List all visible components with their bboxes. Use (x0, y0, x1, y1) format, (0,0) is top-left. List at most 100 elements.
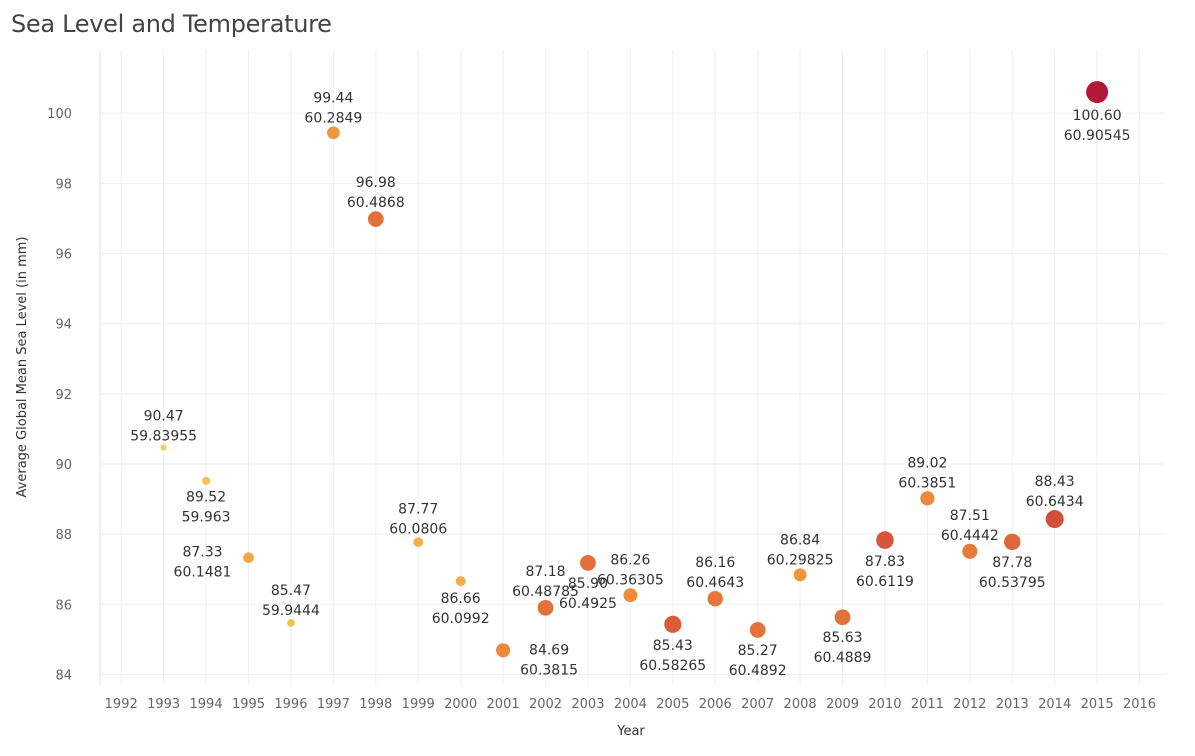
data-point (1045, 510, 1064, 529)
x-tick-label: 2009 (826, 697, 859, 712)
data-point (287, 619, 295, 627)
data-label-temperature: 60.90545 (1064, 128, 1131, 144)
data-point (664, 615, 682, 633)
data-point (793, 568, 807, 582)
grid-lines (99, 50, 1165, 685)
x-tick-label: 2016 (1123, 697, 1156, 712)
data-label-sea-level: 85.63 (822, 630, 862, 646)
data-label-sea-level: 85.27 (738, 643, 778, 659)
x-tick-label: 2015 (1081, 697, 1114, 712)
data-label-sea-level: 96.98 (356, 175, 396, 191)
data-point (413, 537, 424, 548)
data-label-temperature: 60.4892 (729, 663, 787, 679)
data-point (160, 444, 167, 451)
data-label-sea-level: 90.47 (144, 408, 184, 424)
data-label-sea-level: 89.52 (186, 490, 226, 506)
y-tick-label: 92 (55, 388, 72, 403)
y-axis-ticks: 84 86 88 90 92 94 96 98 100 (47, 107, 72, 683)
data-point (496, 643, 511, 658)
x-tick-label: 2013 (996, 697, 1029, 712)
x-tick-label: 2002 (529, 697, 562, 712)
x-tick-label: 2004 (614, 697, 647, 712)
x-tick-label: 2000 (444, 697, 477, 712)
y-tick-label: 96 (55, 247, 72, 262)
data-label-temperature: 60.1481 (174, 565, 232, 581)
data-labels: 90.47 59.83955 89.52 59.963 87.33 60.1481 85.4… (130, 90, 1130, 678)
x-tick-label: 2005 (656, 697, 689, 712)
x-tick-label: 1994 (190, 697, 223, 712)
data-point (455, 576, 466, 587)
x-tick-label: 2012 (953, 697, 986, 712)
data-label-temperature: 60.29825 (767, 552, 834, 568)
y-tick-label: 100 (47, 107, 72, 122)
data-label-temperature: 60.4868 (347, 195, 405, 211)
x-tick-label: 2011 (911, 697, 944, 712)
data-label-temperature: 60.4925 (559, 596, 617, 612)
data-label-sea-level: 87.83 (865, 554, 905, 570)
data-point (1086, 81, 1109, 104)
data-label-sea-level: 86.84 (780, 532, 820, 548)
data-label-temperature: 59.83955 (130, 428, 197, 444)
y-axis-title: Average Global Mean Sea Level (in mm) (15, 237, 30, 498)
x-tick-label: 2008 (784, 697, 817, 712)
y-tick-label: 90 (55, 458, 72, 473)
data-label-temperature: 60.58265 (639, 658, 706, 674)
data-label-temperature: 60.53795 (979, 575, 1046, 591)
x-tick-label: 1995 (232, 697, 265, 712)
x-tick-label: 2003 (571, 697, 604, 712)
data-point (962, 543, 978, 559)
x-tick-label: 1998 (359, 697, 392, 712)
data-point (623, 588, 638, 603)
data-point (834, 609, 851, 626)
data-label-temperature: 60.4643 (686, 575, 744, 591)
x-tick-label: 1996 (274, 697, 307, 712)
data-label-sea-level: 87.51 (950, 508, 990, 524)
data-label-temperature: 60.6119 (856, 574, 914, 590)
data-point (1004, 533, 1021, 551)
data-label-temperature: 60.0806 (389, 521, 447, 537)
data-label-temperature: 60.4442 (941, 528, 999, 544)
x-axis-ticks: 1992 1993 1994 1995 1996 1997 1998 1999 2000 2001… (105, 697, 1156, 712)
y-tick-label: 84 (55, 668, 72, 683)
x-tick-label: 2007 (741, 697, 774, 712)
data-label-temperature: 60.0992 (432, 611, 490, 627)
data-label-sea-level: 85.43 (653, 638, 693, 654)
data-label-sea-level: 100.60 (1073, 108, 1122, 124)
data-label-sea-level: 86.26 (610, 552, 650, 568)
data-label-temperature: 60.2849 (304, 110, 362, 126)
x-tick-label: 2006 (699, 697, 732, 712)
data-point (580, 555, 596, 571)
data-label-temperature: 59.963 (182, 510, 231, 526)
data-label-sea-level: 86.16 (695, 555, 735, 571)
y-tick-label: 94 (55, 318, 72, 333)
data-point (920, 491, 935, 506)
x-tick-label: 2010 (868, 697, 901, 712)
data-label-sea-level: 86.66 (441, 591, 481, 607)
x-tick-label: 1992 (105, 697, 138, 712)
data-label-sea-level: 87.77 (398, 501, 438, 517)
data-point (327, 126, 340, 140)
data-point (707, 591, 723, 607)
chart-title: Sea Level and Temperature (11, 10, 332, 38)
data-label-temperature: 60.3851 (898, 475, 956, 491)
data-label-sea-level: 87.18 (525, 564, 565, 580)
data-label-sea-level: 88.43 (1035, 474, 1075, 490)
x-tick-label: 1993 (147, 697, 180, 712)
data-label-sea-level: 87.78 (992, 555, 1032, 571)
data-point (749, 622, 766, 638)
data-label-sea-level: 99.44 (313, 90, 353, 106)
data-label-temperature: 60.3815 (520, 662, 578, 678)
data-label-temperature: 60.6434 (1026, 494, 1084, 510)
y-tick-label: 98 (55, 177, 72, 192)
data-point (367, 211, 384, 227)
data-label-temperature: 60.4889 (814, 650, 872, 666)
x-tick-label: 2001 (487, 697, 520, 712)
data-label-sea-level: 89.02 (907, 455, 947, 471)
x-axis-title: Year (616, 724, 645, 739)
data-label-sea-level: 85.90 (568, 576, 608, 592)
data-label-sea-level: 85.47 (271, 583, 311, 599)
data-label-temperature: 60.48785 (512, 584, 579, 600)
data-point (537, 599, 554, 616)
data-point (876, 531, 894, 549)
